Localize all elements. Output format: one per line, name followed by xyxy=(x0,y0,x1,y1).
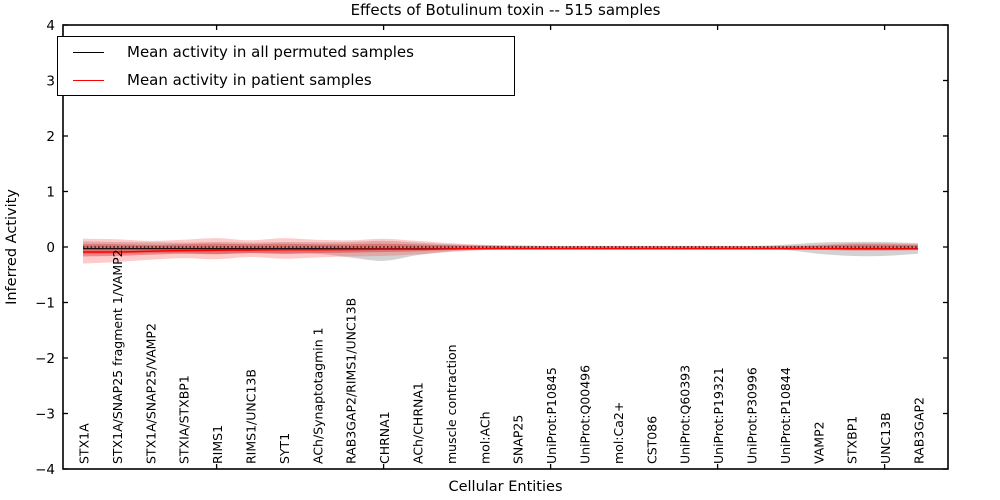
x-category-label: UniProt:Q00496 xyxy=(578,365,593,464)
y-tick-label: −2 xyxy=(35,351,55,367)
x-category-label: CST086 xyxy=(644,416,659,464)
legend-item-patient: Mean activity in patient samples xyxy=(58,66,514,94)
permuted-samples-spread-band xyxy=(83,240,918,261)
x-category-label: UniProt:P30996 xyxy=(745,367,760,464)
x-category-label: UniProt:P10844 xyxy=(778,367,793,464)
x-category-label: STX1A xyxy=(77,423,92,464)
x-category-label: RIMS1/UNC13B xyxy=(244,369,259,464)
y-tick-label: 2 xyxy=(46,129,55,145)
y-tick-label: 4 xyxy=(46,18,55,34)
x-category-label: muscle contraction xyxy=(444,344,459,464)
x-category-label: RIMS1 xyxy=(210,425,225,464)
x-category-label: SYT1 xyxy=(277,433,292,464)
x-category-label: STXBP1 xyxy=(845,416,860,464)
x-category-label: UNC13B xyxy=(878,412,893,464)
patient-samples-spread-outer-band xyxy=(83,238,918,264)
legend-line-permuted-icon xyxy=(73,51,104,53)
x-category-label: CHRNA1 xyxy=(377,411,392,464)
y-tick-label: 3 xyxy=(46,73,55,89)
y-tick-label: −3 xyxy=(35,406,55,422)
x-category-label: UniProt:Q60393 xyxy=(678,365,693,464)
legend-line-patient-icon xyxy=(73,79,104,81)
y-tick-label: −1 xyxy=(35,295,55,311)
y-tick-label: 0 xyxy=(46,240,55,256)
chart-title: Effects of Botulinum toxin -- 515 sample… xyxy=(350,1,661,19)
x-category-label: UniProt:P10845 xyxy=(544,367,559,464)
x-category-label: STX1A/SNAP25 fragment 1/VAMP2 xyxy=(110,249,125,464)
legend-item-permuted: Mean activity in all permuted samples xyxy=(58,38,514,66)
x-category-label: mol:ACh xyxy=(477,412,492,465)
x-category-label: RAB3GAP2 xyxy=(912,397,927,464)
legend-label-permuted: Mean activity in all permuted samples xyxy=(127,43,414,61)
y-axis-label: Inferred Activity xyxy=(4,189,20,305)
legend-label-patient: Mean activity in patient samples xyxy=(127,71,372,89)
patient-mean-line xyxy=(82,247,918,253)
x-category-label: UniProt:P19321 xyxy=(711,367,726,464)
x-category-label: ACh/Synaptotagmin 1 xyxy=(310,327,325,464)
legend: Mean activity in all permuted samples Me… xyxy=(57,36,515,96)
x-category-label: SNAP25 xyxy=(511,415,526,464)
x-axis-label: Cellular Entities xyxy=(448,479,563,495)
x-category-label: STXIA/STXBP1 xyxy=(177,375,192,464)
x-category-label: VAMP2 xyxy=(811,421,826,464)
x-category-label: RAB3GAP2/RIMS1/UNC13B xyxy=(344,298,359,464)
x-category-label: ACh/CHRNA1 xyxy=(411,382,426,464)
x-category-label: STX1A/SNAP25/VAMP2 xyxy=(143,323,158,464)
y-tick-label: 1 xyxy=(46,184,55,200)
x-category-label: mol:Ca2+ xyxy=(611,402,626,464)
y-tick-label: −4 xyxy=(35,462,55,478)
patient-samples-spread-inner-band xyxy=(83,243,918,257)
